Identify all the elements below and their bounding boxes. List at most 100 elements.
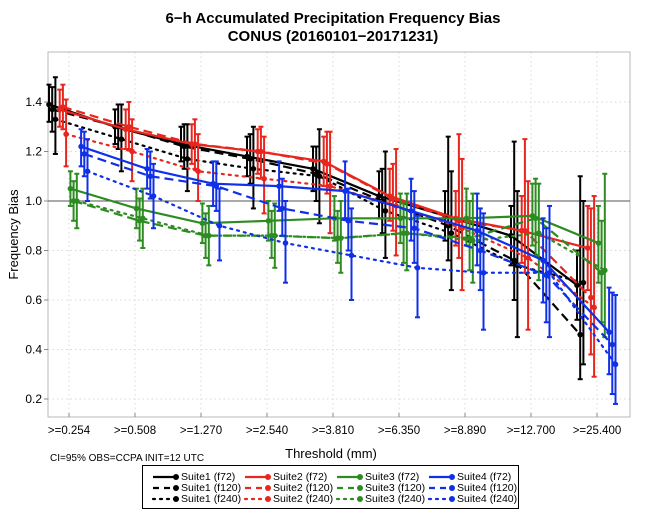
x-tick-label: >=2.540	[246, 425, 288, 437]
data-point	[276, 183, 282, 189]
data-point	[78, 143, 84, 150]
series-group	[46, 76, 619, 405]
series-suite1-f240	[52, 76, 587, 366]
series-suite4-f240	[84, 138, 619, 405]
data-point	[522, 227, 528, 234]
data-point	[474, 227, 480, 234]
plot-frame	[47, 51, 631, 418]
series-suite4-f120	[81, 130, 616, 396]
data-point	[397, 215, 404, 222]
y-tick-label: 0.4	[25, 343, 42, 357]
data-point	[261, 175, 267, 182]
y-tick-label: 0.8	[25, 244, 42, 258]
data-point	[448, 230, 455, 236]
legend-swatch	[335, 496, 363, 502]
data-point	[74, 198, 80, 204]
data-point	[181, 143, 187, 150]
data-point	[327, 183, 333, 189]
data-point	[470, 237, 476, 244]
series-suite2-f240	[63, 98, 597, 378]
data-point	[272, 232, 278, 239]
y-tick-label: 1.4	[25, 95, 42, 109]
data-point	[540, 257, 546, 264]
x-tick-label: >=0.508	[114, 425, 156, 437]
data-point	[81, 151, 88, 157]
chart-title: 6−h Accumulated Precipitation Frequency …	[165, 10, 501, 27]
data-point	[612, 361, 619, 368]
data-point	[584, 245, 591, 251]
data-point	[324, 161, 330, 167]
x-axis-label: Threshold (mm)	[285, 446, 377, 461]
legend-swatch	[245, 474, 271, 480]
series-line	[64, 133, 596, 309]
data-point	[463, 215, 470, 222]
data-point	[129, 148, 135, 155]
data-point	[52, 116, 59, 123]
data-point	[445, 222, 452, 229]
series-suite1-f120	[49, 86, 583, 381]
data-point	[84, 168, 91, 175]
data-point	[316, 173, 323, 180]
y-tick-label: 1.2	[25, 145, 42, 159]
data-point	[147, 173, 154, 180]
data-point	[199, 220, 206, 227]
legend-label: Suite4 (f120)	[457, 482, 518, 494]
legend-swatch	[337, 485, 363, 491]
data-point	[411, 225, 418, 232]
legend-label: Suite4 (f72)	[457, 471, 512, 483]
data-point	[63, 131, 69, 137]
data-point	[511, 257, 517, 264]
chart-subtitle: CONUS (20160101−20171231)	[227, 28, 439, 45]
y-tick-label: 0.6	[25, 293, 42, 307]
legend-label: Suite1 (f72)	[181, 471, 236, 483]
y-tick-label: 1.0	[25, 194, 42, 208]
data-point	[133, 205, 140, 212]
data-point	[247, 156, 253, 162]
data-point	[414, 265, 421, 271]
legend-swatch	[153, 485, 179, 491]
legend-swatch	[429, 474, 455, 480]
data-point	[144, 166, 150, 172]
data-point	[577, 331, 583, 338]
series-line	[54, 118, 585, 284]
data-point	[67, 185, 74, 192]
footer-note: CI=95% OBS=CCPA INIT=12 UTC	[50, 453, 205, 464]
data-point	[382, 208, 389, 214]
data-point	[206, 232, 212, 239]
legend-label: Suite2 (f120)	[273, 482, 334, 494]
data-point	[348, 252, 355, 259]
data-point	[195, 168, 201, 175]
y-tick-label: 0.2	[25, 392, 42, 406]
data-point	[591, 304, 597, 311]
data-point	[60, 104, 66, 110]
x-tick-label: >=25.400	[573, 425, 622, 437]
data-point	[46, 101, 52, 108]
data-point	[265, 218, 272, 224]
legend-swatch	[151, 496, 179, 502]
data-point	[338, 235, 344, 241]
data-point	[184, 156, 191, 162]
data-point	[408, 208, 414, 214]
series-suite3-f72	[67, 170, 602, 284]
legend-label: Suite3 (f72)	[365, 471, 420, 483]
data-point	[192, 141, 198, 147]
legend-swatch	[245, 485, 271, 491]
legend-label: Suite4 (f240)	[457, 493, 518, 505]
x-tick-label: >=0.254	[48, 425, 91, 437]
legend-label: Suite2 (f240)	[273, 493, 334, 505]
data-point	[279, 205, 286, 212]
data-point	[216, 222, 223, 229]
legend-label: Suite2 (f72)	[273, 471, 328, 483]
x-tick-label: >=1.270	[180, 425, 222, 437]
data-point	[404, 230, 410, 236]
series-line	[86, 170, 617, 366]
data-point	[525, 255, 531, 261]
data-point	[345, 218, 352, 224]
data-point	[390, 195, 396, 202]
data-point	[480, 269, 487, 276]
data-point	[477, 247, 484, 254]
x-axis-ticks: >=0.254 >=0.508 >=1.270 >=2.540 >=3.810 >=6.3…	[48, 413, 621, 437]
data-point	[213, 183, 220, 189]
data-point	[126, 123, 132, 130]
legend-swatch	[427, 496, 455, 502]
